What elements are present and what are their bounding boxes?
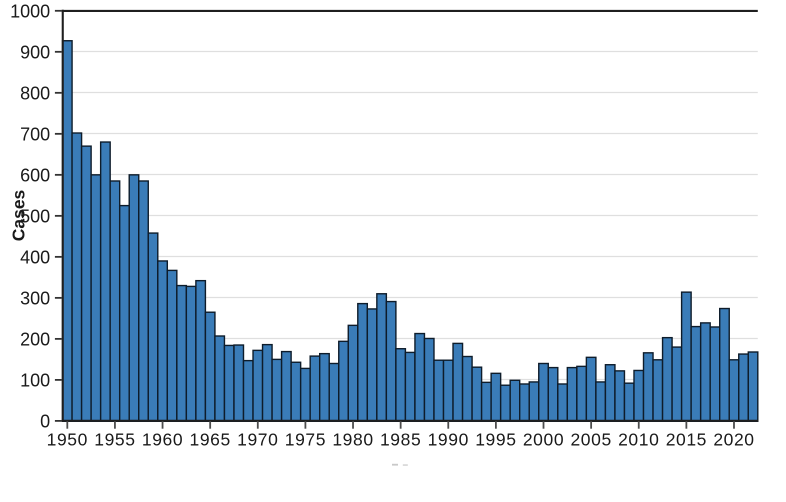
svg-text:1955: 1955 (94, 430, 135, 450)
svg-text:Cases: Cases (9, 189, 29, 241)
svg-text:200: 200 (20, 329, 50, 349)
svg-text:2000: 2000 (523, 430, 564, 450)
svg-text:0: 0 (40, 411, 50, 431)
svg-text:300: 300 (20, 288, 50, 308)
svg-text:2020: 2020 (713, 430, 754, 450)
svg-text:1965: 1965 (189, 430, 230, 450)
svg-text:500: 500 (20, 206, 50, 226)
svg-text:700: 700 (20, 124, 50, 144)
svg-text:2015: 2015 (666, 430, 707, 450)
svg-text:2010: 2010 (618, 430, 659, 450)
svg-text:1950: 1950 (47, 430, 88, 450)
svg-text:1000: 1000 (10, 1, 50, 21)
svg-text:800: 800 (20, 83, 50, 103)
svg-text:400: 400 (20, 247, 50, 267)
svg-text:100: 100 (20, 370, 50, 390)
svg-text:900: 900 (20, 42, 50, 62)
svg-text:1995: 1995 (475, 430, 516, 450)
svg-text:600: 600 (20, 165, 50, 185)
svg-text:2005: 2005 (570, 430, 611, 450)
svg-text:1975: 1975 (285, 430, 326, 450)
svg-text:1980: 1980 (332, 430, 373, 450)
svg-text:1990: 1990 (428, 430, 469, 450)
svg-text:1960: 1960 (142, 430, 183, 450)
svg-text:1985: 1985 (380, 430, 421, 450)
svg-text:1970: 1970 (237, 430, 278, 450)
